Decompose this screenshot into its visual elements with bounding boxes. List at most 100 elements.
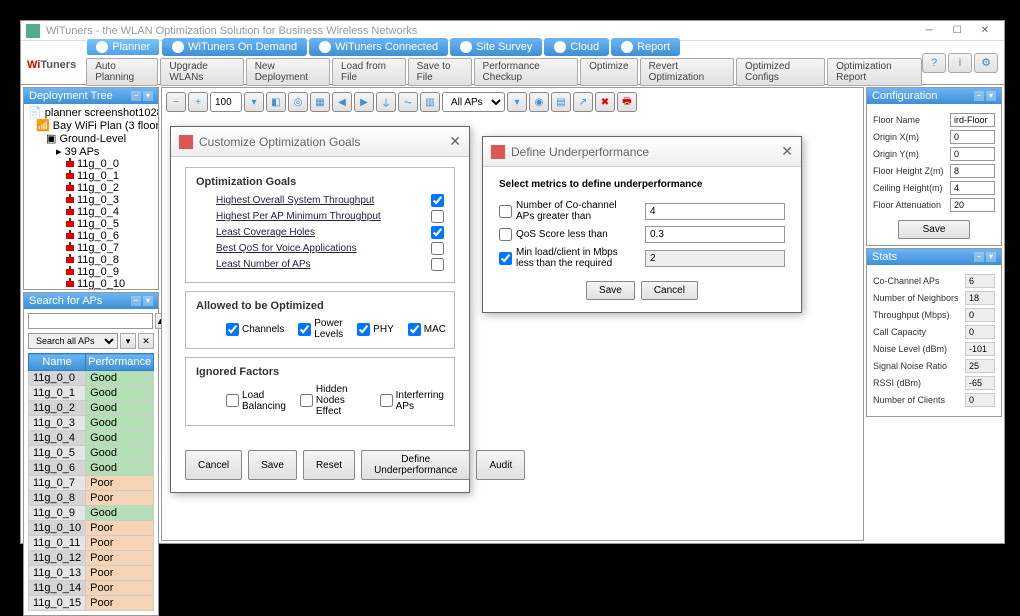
goal-label[interactable]: Least Number of APs xyxy=(216,259,421,270)
search-input[interactable] xyxy=(28,313,153,329)
allowed-checkbox[interactable] xyxy=(226,323,239,336)
floorplan-canvas[interactable]: − + ▾ ◧ ◎ ▦ ◀ ▶ ⏚ ⏦ ▥ All APs ▾ ◉ ▤ ↗ ✖ … xyxy=(161,87,864,541)
allowed-checkbox[interactable] xyxy=(408,323,421,336)
config-input[interactable] xyxy=(950,181,995,195)
layers-button[interactable]: ◧ xyxy=(266,92,286,112)
tree-ap-item[interactable]: 11g_0_2 xyxy=(26,182,156,194)
goal-checkbox[interactable] xyxy=(431,258,444,271)
ap-filter-select[interactable]: All APs xyxy=(442,92,505,112)
main-tab[interactable]: Report xyxy=(611,38,680,56)
wifi-button[interactable]: ⏚ xyxy=(376,92,396,112)
main-tab[interactable]: WiTuners On Demand xyxy=(162,38,307,56)
allowed-option[interactable]: Power Levels xyxy=(298,318,343,340)
tree-ap-item[interactable]: 11g_0_5 xyxy=(26,218,156,230)
table-header[interactable]: Performance xyxy=(86,354,154,371)
ignored-option[interactable]: Load Balancing xyxy=(226,384,286,417)
metric-label[interactable]: QoS Score less than xyxy=(499,228,637,241)
sub-tab[interactable]: New Deployment xyxy=(246,58,330,86)
table-row[interactable]: 11g_0_1Good xyxy=(29,386,154,401)
table-row[interactable]: 11g_0_13Poor xyxy=(29,566,154,581)
config-save-button[interactable]: Save xyxy=(898,220,971,239)
filter-dropdown-button[interactable]: ▾ xyxy=(507,92,527,112)
metric-label[interactable]: Number of Co-channel APs greater than xyxy=(499,200,637,222)
dialog-button-reset[interactable]: Reset xyxy=(303,450,355,480)
table-row[interactable]: 11g_0_0Good xyxy=(29,371,154,386)
tree-ap-item[interactable]: 11g_0_7 xyxy=(26,242,156,254)
sub-tab[interactable]: Upgrade WLANs xyxy=(160,58,243,86)
target-button[interactable]: ◎ xyxy=(288,92,308,112)
tree-ap-item[interactable]: 11g_0_0 xyxy=(26,158,156,170)
zoom-input[interactable] xyxy=(210,92,242,112)
allowed-option[interactable]: Channels xyxy=(226,318,284,340)
sub-tab[interactable]: Optimized Configs xyxy=(736,58,825,86)
signal-button[interactable]: ⏦ xyxy=(398,92,418,112)
table-row[interactable]: 11g_0_14Poor xyxy=(29,581,154,596)
config-input[interactable] xyxy=(950,164,995,178)
table-row[interactable]: 11g_0_11Poor xyxy=(29,536,154,551)
table-row[interactable]: 11g_0_2Good xyxy=(29,401,154,416)
panel-collapse-icon[interactable]: ▾ xyxy=(986,252,996,262)
chart-button[interactable]: ▥ xyxy=(420,92,440,112)
tree-ap-item[interactable]: 11g_0_4 xyxy=(26,206,156,218)
close-button[interactable]: ✕ xyxy=(971,22,999,40)
goal-label[interactable]: Highest Overall System Throughput xyxy=(216,195,421,206)
grid-button[interactable]: ▦ xyxy=(310,92,330,112)
panel-collapse-icon[interactable]: ▾ xyxy=(986,91,996,101)
ignored-checkbox[interactable] xyxy=(380,394,393,407)
nav-right-button[interactable]: ▶ xyxy=(354,92,374,112)
table-row[interactable]: 11g_0_10Poor xyxy=(29,521,154,536)
table-row[interactable]: 11g_0_6Good xyxy=(29,461,154,476)
dialog-button-save[interactable]: Save xyxy=(248,450,297,480)
allowed-checkbox[interactable] xyxy=(298,323,311,336)
goal-checkbox[interactable] xyxy=(431,210,444,223)
table-row[interactable]: 11g_0_9Good xyxy=(29,506,154,521)
table-header[interactable]: Name xyxy=(29,354,86,371)
table-row[interactable]: 11g_0_7Poor xyxy=(29,476,154,491)
main-tab[interactable]: Site Survey xyxy=(450,38,542,56)
ignored-checkbox[interactable] xyxy=(226,394,239,407)
dialog-button-cancel[interactable]: Cancel xyxy=(185,450,242,480)
main-tab[interactable]: Cloud xyxy=(544,38,609,56)
table-row[interactable]: 11g_0_8Poor xyxy=(29,491,154,506)
panel-minimize-icon[interactable]: − xyxy=(131,296,141,306)
metric-checkbox[interactable] xyxy=(499,228,512,241)
main-tab[interactable]: WiTuners Connected xyxy=(309,38,448,56)
table-row[interactable]: 11g_0_4Good xyxy=(29,431,154,446)
help-button[interactable]: ? xyxy=(922,53,946,73)
tree-ap-item[interactable]: 11g_0_9 xyxy=(26,266,156,278)
config-input[interactable] xyxy=(950,198,995,212)
sub-tab[interactable]: Optimization Report xyxy=(827,58,922,86)
goal-checkbox[interactable] xyxy=(431,226,444,239)
config-input[interactable] xyxy=(950,147,995,161)
config-input[interactable] xyxy=(950,130,995,144)
tree-ap-item[interactable]: 11g_0_8 xyxy=(26,254,156,266)
heatmap-button[interactable]: ◉ xyxy=(529,92,549,112)
info-button[interactable]: i xyxy=(948,53,972,73)
dialog-button-save[interactable]: Save xyxy=(586,281,635,300)
zoom-in-button[interactable]: + xyxy=(188,92,208,112)
ignored-option[interactable]: Hidden Nodes Effect xyxy=(300,384,366,417)
goal-checkbox[interactable] xyxy=(431,194,444,207)
report-button[interactable]: ▤ xyxy=(551,92,571,112)
tree-root[interactable]: 📄 planner screenshot1028 (1 site, 1... xyxy=(26,106,156,119)
tree-ap-item[interactable]: 11g_0_6 xyxy=(26,230,156,242)
dialog-close-button[interactable]: ✕ xyxy=(781,143,793,160)
sub-tab[interactable]: Performance Checkup xyxy=(474,58,579,86)
config-input[interactable] xyxy=(950,113,995,127)
panel-minimize-icon[interactable]: − xyxy=(974,91,984,101)
metric-input[interactable] xyxy=(645,203,785,220)
dialog-close-button[interactable]: ✕ xyxy=(449,133,461,150)
panel-minimize-icon[interactable]: − xyxy=(974,252,984,262)
sub-tab[interactable]: Revert Optimization xyxy=(640,58,734,86)
allowed-option[interactable]: MAC xyxy=(408,318,446,340)
metric-checkbox[interactable] xyxy=(499,205,512,218)
dialog-button-define-underperformance[interactable]: Define Underperformance xyxy=(361,450,470,480)
metric-input[interactable] xyxy=(645,226,785,243)
metric-checkbox[interactable] xyxy=(499,252,512,265)
goal-label[interactable]: Least Coverage Holes xyxy=(216,227,421,238)
panel-minimize-icon[interactable]: − xyxy=(131,91,141,101)
table-row[interactable]: 11g_0_5Good xyxy=(29,446,154,461)
print-button[interactable]: 🖶 xyxy=(617,92,637,112)
tree-ap-item[interactable]: 11g_0_3 xyxy=(26,194,156,206)
export-button[interactable]: ↗ xyxy=(573,92,593,112)
